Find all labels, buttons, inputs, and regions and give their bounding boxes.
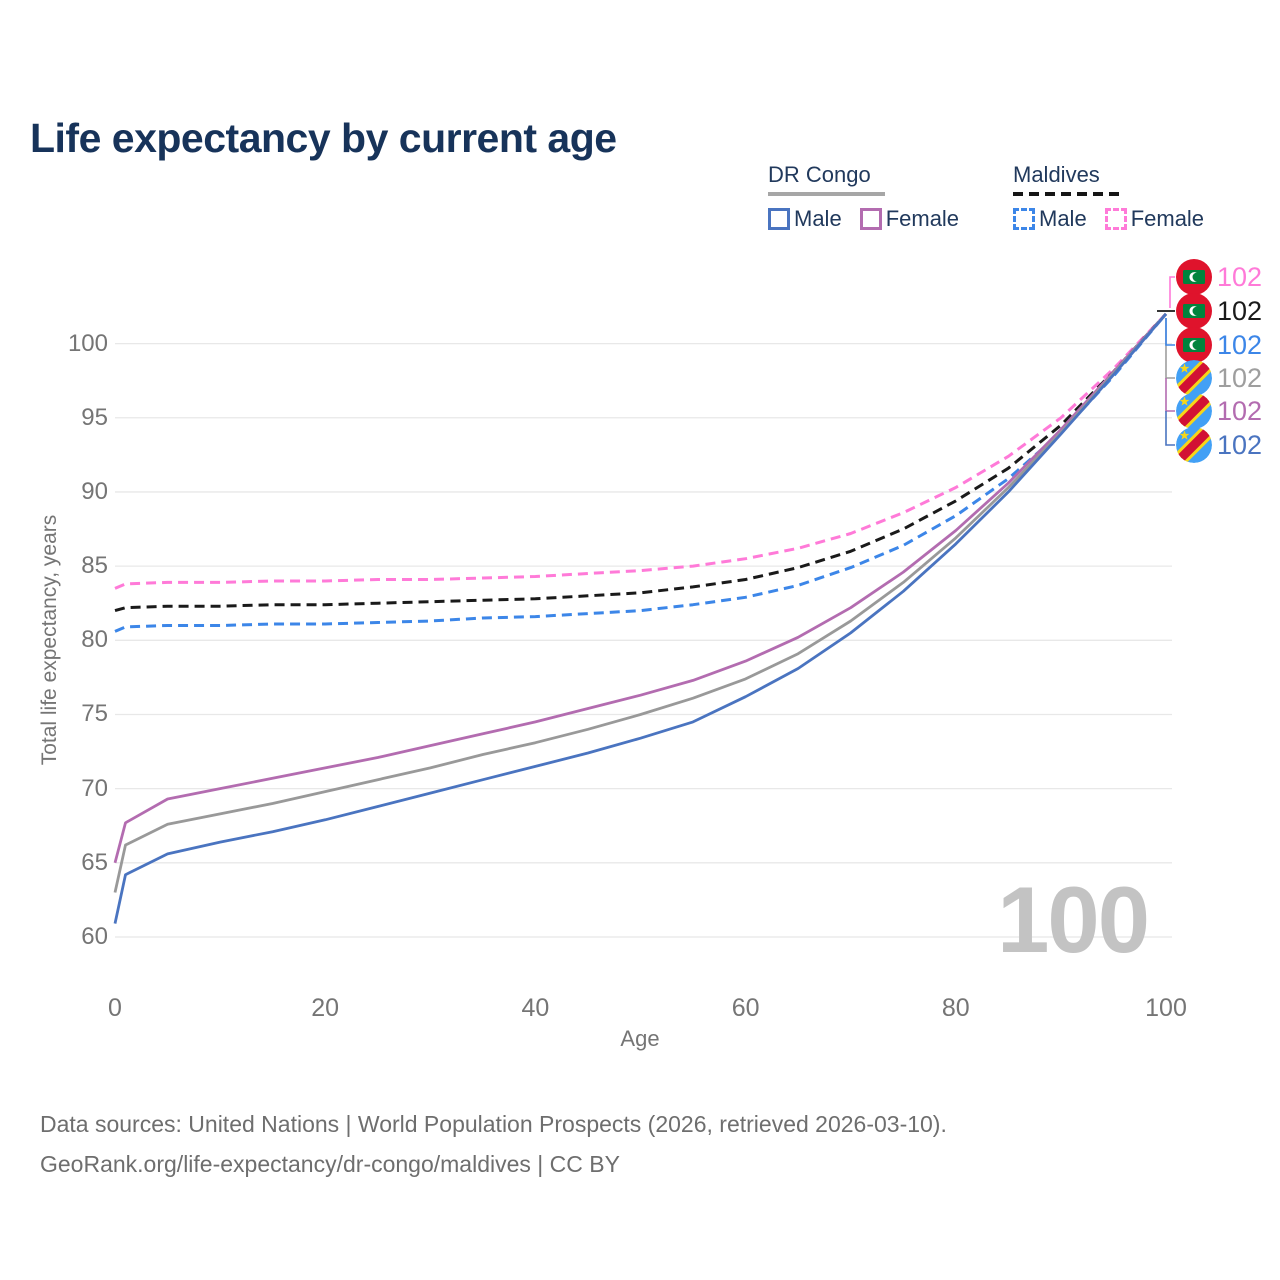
maldives-flag-icon: [1176, 293, 1212, 329]
legend-label-male: Male: [794, 206, 842, 231]
end-label-maldives-both: 102: [1176, 293, 1262, 329]
gridlines: [115, 342, 1172, 938]
x-tick-label: 100: [1145, 994, 1187, 1022]
maldives-flag-icon: [1176, 259, 1212, 295]
dr-congo-flag-icon: [1176, 360, 1212, 396]
y-tick-label: 100: [67, 329, 108, 357]
x-tick-label: 40: [521, 994, 550, 1022]
legend-label-female: Female: [1130, 206, 1205, 231]
dr-congo-flag-icon: [1176, 427, 1212, 463]
y-tick-label: 80: [81, 626, 108, 654]
legend-group-maldives: Maldives Male Female: [1013, 162, 1204, 232]
age-counter-watermark: 100: [997, 867, 1150, 972]
y-tick-label: 70: [81, 774, 108, 802]
maldives-female-swatch: [1104, 208, 1127, 230]
footer-line-2: GeoRank.org/life-expectancy/dr-congo/mal…: [40, 1151, 620, 1177]
footer-line-1: Data sources: United Nations | World Pop…: [40, 1111, 947, 1137]
maldives-male-swatch: [1013, 208, 1035, 230]
end-label-drcongo-both: 102: [1176, 360, 1262, 396]
x-tick-label: 80: [941, 994, 970, 1022]
end-value: 102: [1217, 295, 1263, 326]
end-label-drcongo-female: 102: [1176, 393, 1262, 429]
end-value: 102: [1217, 429, 1263, 460]
legend-group-title: DR Congo: [768, 162, 871, 187]
end-value: 102: [1217, 261, 1263, 292]
legend-label-male: Male: [1039, 206, 1087, 231]
y-tick-label: 65: [81, 848, 108, 876]
y-axis-title: Total life expectancy, years: [38, 514, 61, 766]
data-source-footer: Data sources: United Nations | World Pop…: [40, 1104, 947, 1184]
dr-congo-flag-icon: [1176, 393, 1212, 429]
x-tick-label: 20: [311, 994, 340, 1022]
y-tick-label: 85: [81, 552, 108, 580]
y-tick-label: 95: [81, 403, 108, 431]
solid-line-sample: [768, 192, 885, 196]
end-value: 102: [1217, 395, 1263, 426]
end-value: 102: [1217, 362, 1263, 393]
dashed-line-sample: [1013, 192, 1119, 196]
y-tick-label: 90: [81, 477, 108, 505]
series-lines: [113, 312, 1168, 924]
end-label-maldives-female: 102: [1176, 259, 1262, 295]
x-tick-label: 0: [108, 994, 122, 1022]
x-tick-label: 60: [731, 994, 760, 1022]
y-tick-label: 75: [81, 700, 108, 728]
legend-label-female: Female: [885, 206, 960, 231]
x-axis-title: Age: [620, 1026, 660, 1051]
end-value: 102: [1217, 329, 1263, 360]
legend-group-dr-congo: DR Congo Male Female: [768, 162, 959, 232]
drcongo-male-swatch: [768, 208, 790, 230]
end-label-maldives-male: 102: [1176, 327, 1262, 363]
maldives-flag-icon: [1176, 327, 1212, 363]
label-connectors: [1157, 276, 1175, 446]
chart-title: Life expectancy by current age: [30, 115, 617, 162]
y-tick-label: 60: [81, 923, 108, 950]
drcongo-female-swatch: [859, 208, 882, 230]
legend-group-title: Maldives: [1013, 162, 1100, 187]
end-label-drcongo-male: 102: [1176, 427, 1262, 463]
